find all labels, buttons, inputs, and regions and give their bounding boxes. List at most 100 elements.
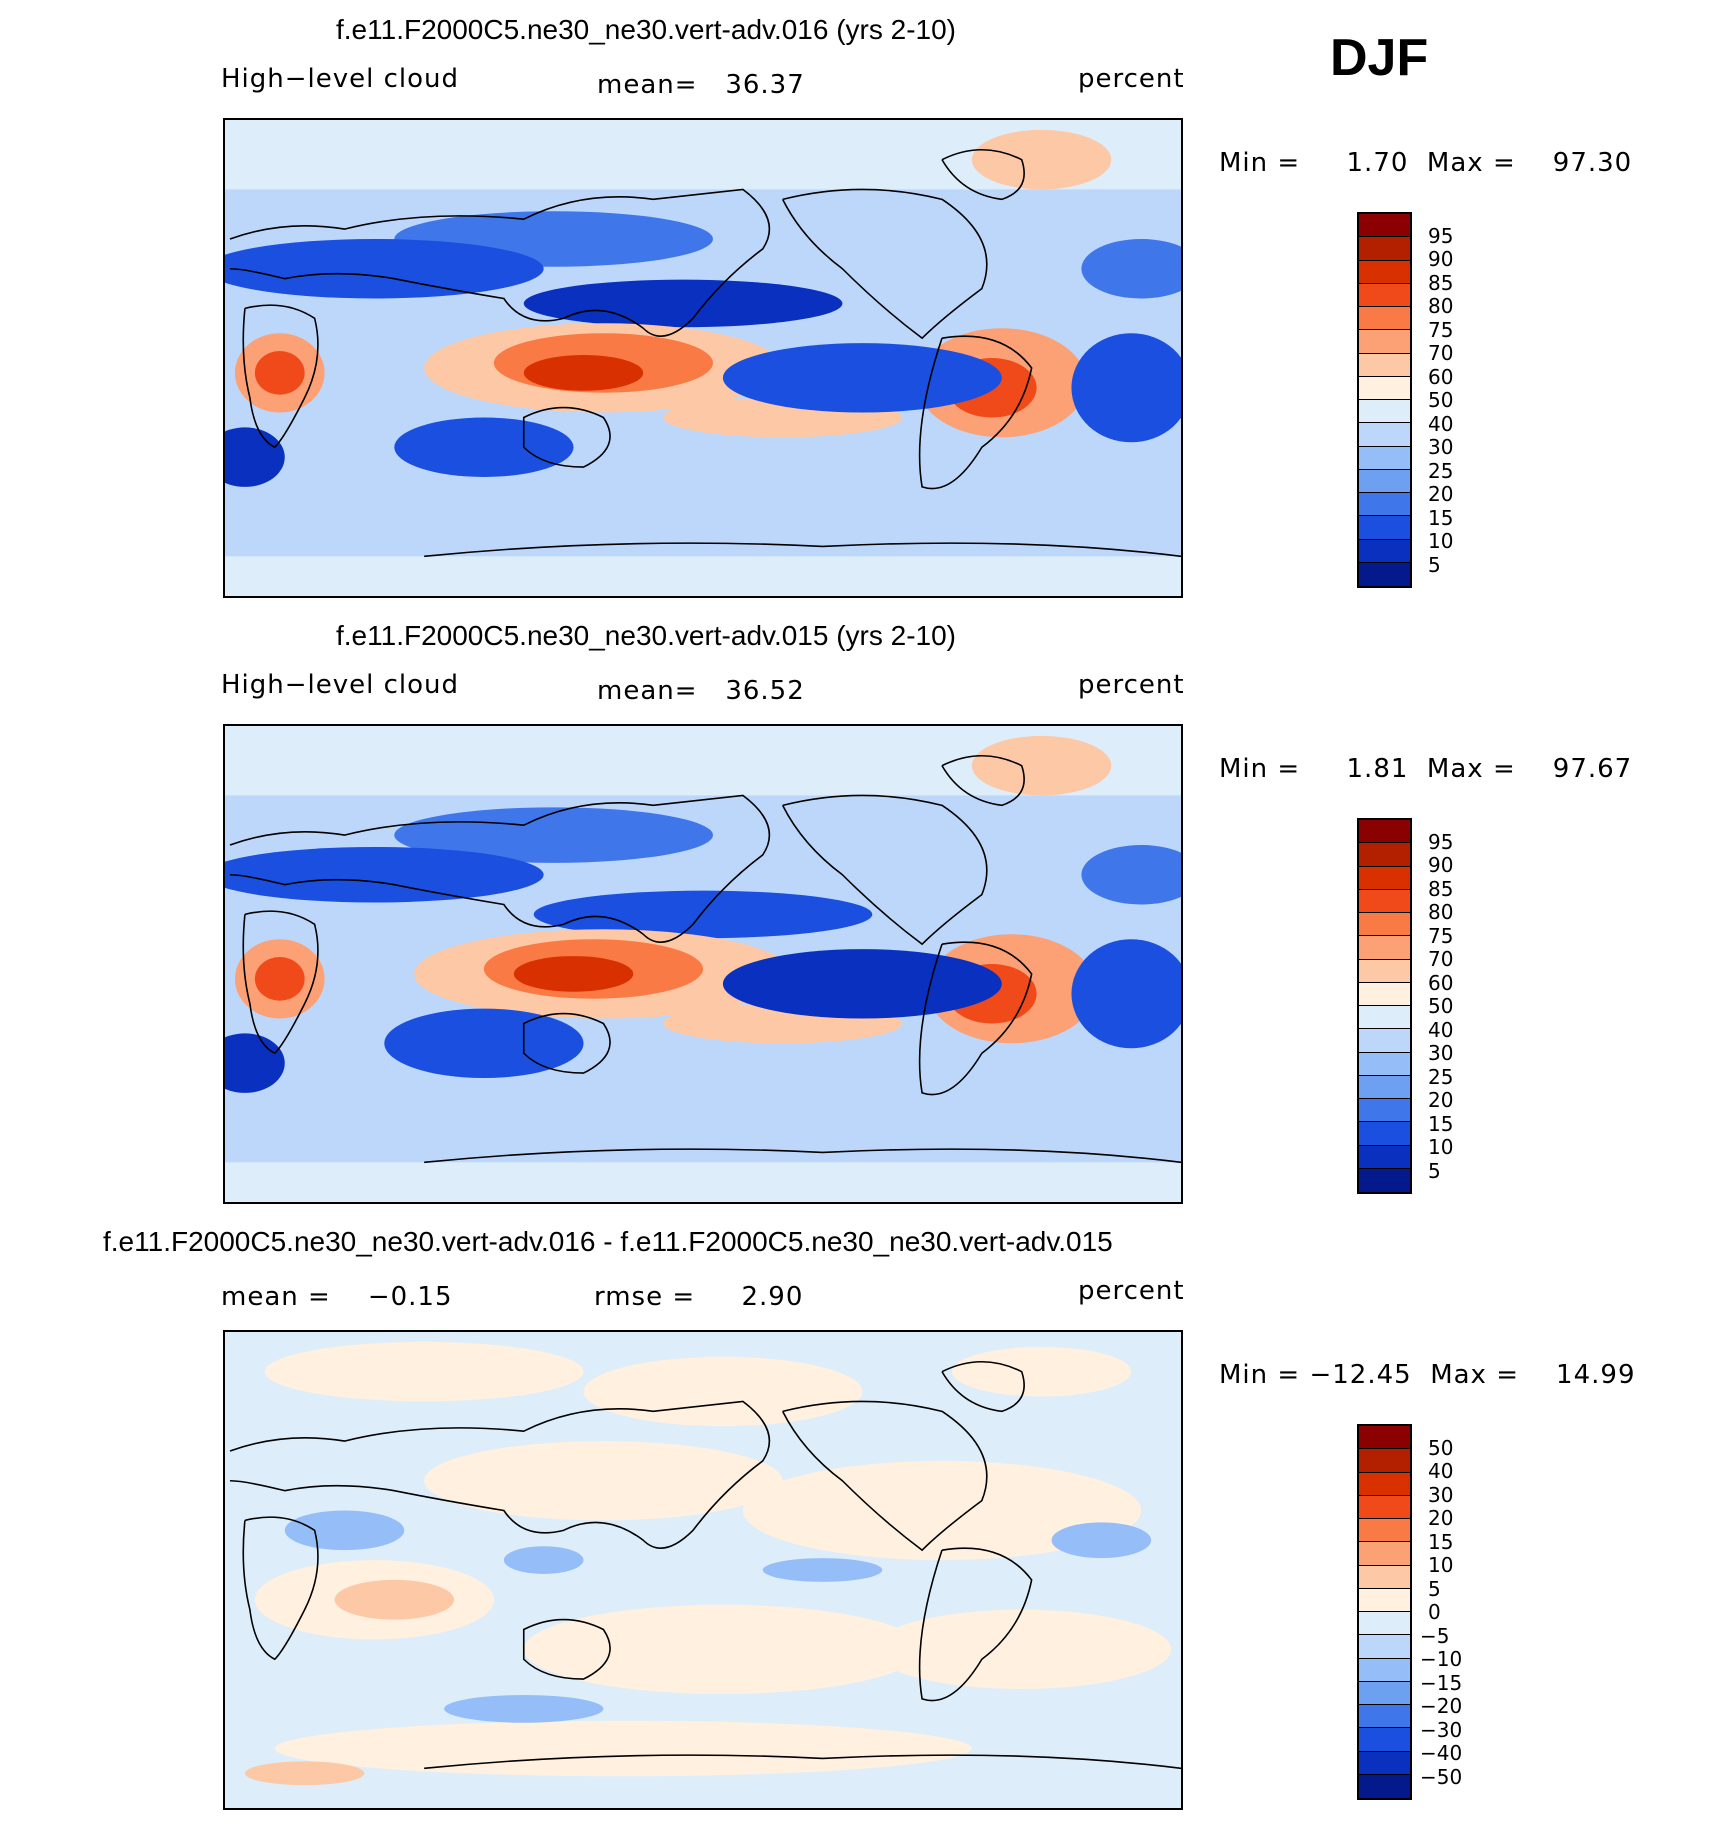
- colorbar-swatch: [1359, 237, 1410, 261]
- colorbar-swatch: [1359, 1681, 1410, 1705]
- colorbar-swatch: [1359, 400, 1410, 424]
- panel-1-title: f.e11.F2000C5.ne30_ne30.vert-adv.016 (yr…: [336, 14, 957, 45]
- colorbar-swatch: [1359, 1145, 1410, 1169]
- colorbar-label: −50: [1420, 1765, 1463, 1789]
- panel-3-map: [223, 1330, 1183, 1810]
- panel-1-colorbar: [1357, 212, 1412, 588]
- panel-1-minmax: Min = 1.70 Max = 97.30: [1219, 148, 1633, 178]
- colorbar-label: 75: [1428, 924, 1454, 948]
- colorbar-swatch: [1359, 1472, 1410, 1496]
- colorbar-swatch: [1359, 959, 1410, 983]
- colorbar-label: 80: [1428, 900, 1454, 924]
- colorbar-label: 15: [1428, 1112, 1454, 1136]
- panel-2-minmax: Min = 1.81 Max = 97.67: [1219, 754, 1633, 784]
- colorbar-swatch: [1359, 1635, 1410, 1659]
- colorbar-swatch: [1359, 820, 1410, 844]
- colorbar-swatch: [1359, 1029, 1410, 1053]
- colorbar-label: 30: [1428, 1483, 1454, 1507]
- colorbar-swatch: [1359, 1728, 1410, 1752]
- colorbar-label: 50: [1428, 1436, 1454, 1460]
- colorbar-swatch: [1359, 307, 1410, 331]
- colorbar-label: −10: [1420, 1647, 1463, 1671]
- colorbar-swatch: [1359, 1705, 1410, 1729]
- colorbar-swatch: [1359, 376, 1410, 400]
- colorbar-swatch: [1359, 1751, 1410, 1775]
- colorbar-label: 15: [1428, 506, 1454, 530]
- colorbar-swatch: [1359, 866, 1410, 890]
- colorbar-label: 95: [1428, 830, 1454, 854]
- colorbar-label: 50: [1428, 388, 1454, 412]
- colorbar-swatch: [1359, 1658, 1410, 1682]
- colorbar-label: 90: [1428, 247, 1454, 271]
- colorbar-label: 10: [1428, 1553, 1454, 1577]
- panel-2-colorbar: [1357, 818, 1412, 1194]
- colorbar-swatch: [1359, 1612, 1410, 1636]
- colorbar-swatch: [1359, 283, 1410, 307]
- panel-3-rmse: rmse = 2.90: [594, 1282, 804, 1312]
- panel-3-title: f.e11.F2000C5.ne30_ne30.vert-adv.016 - f…: [103, 1226, 1113, 1257]
- colorbar-swatch: [1359, 1006, 1410, 1030]
- colorbar-label: 70: [1428, 947, 1454, 971]
- panel-1-variable-label: High−level cloud: [221, 64, 460, 94]
- panel-2-title: f.e11.F2000C5.ne30_ne30.vert-adv.015 (yr…: [336, 620, 957, 651]
- colorbar-label: −30: [1420, 1718, 1463, 1742]
- panel-1-mean: mean= 36.37: [597, 70, 805, 100]
- colorbar-swatch: [1359, 1449, 1410, 1473]
- colorbar-swatch: [1359, 936, 1410, 960]
- colorbar-swatch: [1359, 446, 1410, 470]
- panel-3-colorbar: [1357, 1424, 1412, 1800]
- colorbar-swatch: [1359, 1542, 1410, 1566]
- colorbar-swatch: [1359, 1588, 1410, 1612]
- panel-1-map: [223, 118, 1183, 598]
- colorbar-swatch: [1359, 1519, 1410, 1543]
- colorbar-swatch: [1359, 516, 1410, 540]
- panel-2-map: [223, 724, 1183, 1204]
- colorbar-label: 50: [1428, 994, 1454, 1018]
- colorbar-swatch: [1359, 1774, 1410, 1798]
- colorbar-label: 20: [1428, 1506, 1454, 1530]
- colorbar-swatch: [1359, 1168, 1410, 1192]
- colorbar-label: 90: [1428, 853, 1454, 877]
- panel-2-mean: mean= 36.52: [597, 676, 805, 706]
- colorbar-label: 5: [1428, 553, 1441, 577]
- colorbar-label: 40: [1428, 412, 1454, 436]
- colorbar-label: 20: [1428, 1088, 1454, 1112]
- colorbar-label: 0: [1428, 1600, 1441, 1624]
- panel-3-map-svg: [225, 1332, 1181, 1808]
- colorbar-label: 70: [1428, 341, 1454, 365]
- colorbar-label: −40: [1420, 1741, 1463, 1765]
- colorbar-swatch: [1359, 330, 1410, 354]
- panel-3-minmax: Min = −12.45 Max = 14.99: [1219, 1360, 1636, 1390]
- colorbar-label: 40: [1428, 1459, 1454, 1483]
- colorbar-label: 5: [1428, 1577, 1441, 1601]
- colorbar-label: −20: [1420, 1694, 1463, 1718]
- colorbar-swatch: [1359, 353, 1410, 377]
- colorbar-swatch: [1359, 1426, 1410, 1450]
- colorbar-label: 30: [1428, 1041, 1454, 1065]
- colorbar-label: 60: [1428, 365, 1454, 389]
- colorbar-swatch: [1359, 493, 1410, 517]
- colorbar-swatch: [1359, 423, 1410, 447]
- panel-2-units: percent: [1078, 670, 1185, 700]
- colorbar-label: 25: [1428, 459, 1454, 483]
- colorbar-label: 40: [1428, 1018, 1454, 1042]
- colorbar-label: 85: [1428, 877, 1454, 901]
- colorbar-label: −5: [1420, 1624, 1450, 1648]
- colorbar-label: 15: [1428, 1530, 1454, 1554]
- colorbar-swatch: [1359, 1075, 1410, 1099]
- colorbar-swatch: [1359, 260, 1410, 284]
- panel-1-map-svg: [225, 120, 1181, 596]
- colorbar-label: 30: [1428, 435, 1454, 459]
- colorbar-label: 75: [1428, 318, 1454, 342]
- colorbar-label: 80: [1428, 294, 1454, 318]
- colorbar-label: −15: [1420, 1671, 1463, 1695]
- colorbar-swatch: [1359, 1495, 1410, 1519]
- colorbar-swatch: [1359, 1099, 1410, 1123]
- panel-3-units: percent: [1078, 1276, 1185, 1306]
- colorbar-swatch: [1359, 539, 1410, 563]
- season-label: DJF: [1330, 29, 1429, 87]
- colorbar-label: 10: [1428, 529, 1454, 553]
- colorbar-swatch: [1359, 913, 1410, 937]
- colorbar-label: 25: [1428, 1065, 1454, 1089]
- panel-2-map-svg: [225, 726, 1181, 1202]
